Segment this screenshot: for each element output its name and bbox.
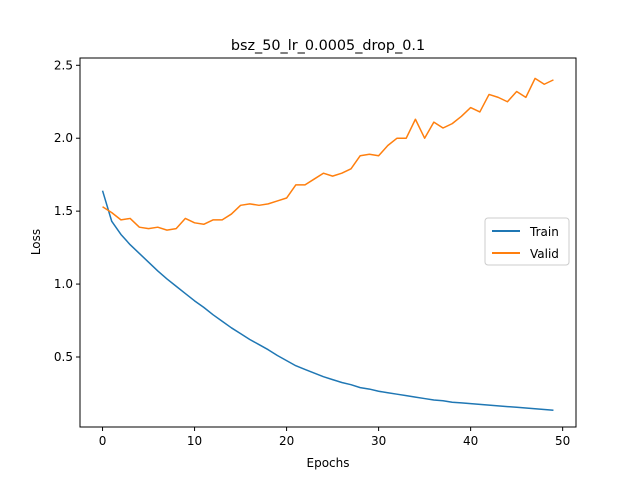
y-axis-label: Loss	[29, 229, 43, 255]
y-tick-label: 0.5	[54, 350, 73, 364]
series-line-train	[101, 190, 554, 411]
y-tick-label: 1.5	[54, 204, 73, 218]
x-tick-label: 30	[371, 434, 386, 448]
y-tick-label: 2.0	[54, 131, 73, 145]
x-tick-label: 40	[463, 434, 478, 448]
legend-label-valid: Valid	[530, 247, 559, 261]
x-axis-label: Epochs	[307, 456, 350, 470]
legend: Train Valid	[484, 217, 570, 266]
x-tick-label: 10	[187, 434, 202, 448]
series-layer	[101, 77, 554, 411]
series-line-valid	[102, 77, 554, 231]
y-tick-label: 1.0	[54, 277, 73, 291]
chart-title: bsz_50_lr_0.0005_drop_0.1	[231, 38, 425, 54]
y-tick-label: 2.5	[54, 58, 73, 72]
legend-label-train: Train	[529, 225, 559, 239]
x-axis-ticks: 0 10 20 30 40 50	[99, 427, 570, 448]
x-tick-label: 50	[555, 434, 570, 448]
y-axis-ticks: 0.5 1.0 1.5 2.0 2.5	[54, 58, 80, 364]
plot-frame	[79, 57, 577, 428]
x-tick-label: 0	[99, 434, 107, 448]
x-tick-label: 20	[279, 434, 294, 448]
